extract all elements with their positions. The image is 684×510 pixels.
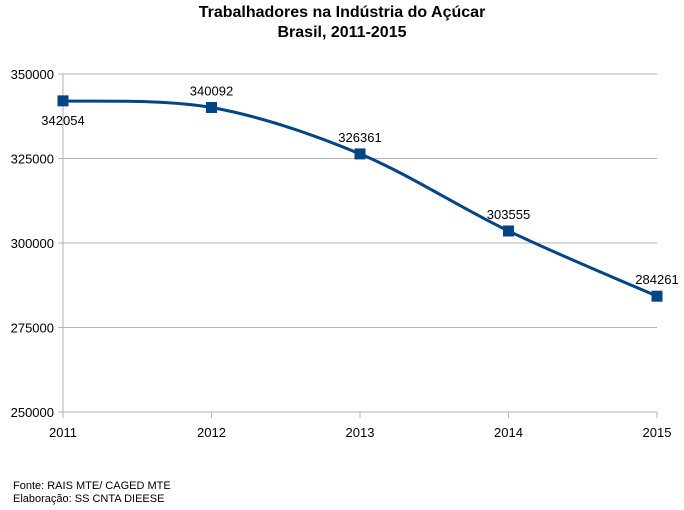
y-tick-label: 300000 [11,236,54,251]
axes [62,74,658,418]
data-label: 342054 [41,113,84,128]
data-label: 303555 [487,207,530,222]
labels-layer: 350000 325000 300000 275000 250000 2011 2012 20… [11,67,679,440]
x-tick-label: 2014 [494,425,523,440]
data-label: 284261 [635,272,678,287]
x-tick-label: 2013 [346,425,375,440]
data-label: 326361 [338,130,381,145]
y-tick-label: 275000 [11,321,54,336]
x-tick-label: 2011 [49,425,77,440]
data-point-marker [503,225,514,237]
y-tick-label: 325000 [11,152,54,167]
data-point-marker [57,95,69,107]
series-layer [57,95,663,302]
chart-title: Trabalhadores na Indústria do Açúcar [198,4,486,21]
chart-subtitle: Brasil, 2011-2015 [277,24,407,41]
grid-lines [58,73,657,413]
data-label: 340092 [190,83,233,98]
data-point-marker [651,290,663,302]
data-point-marker [354,148,366,160]
source-note: Fonte: RAIS MTE/ CAGED MTE [13,480,171,492]
y-tick-label: 350000 [11,67,54,82]
x-tick-label: 2012 [197,425,226,440]
credit-note: Elaboração: SS CNTA DIEESE [13,493,165,505]
x-tick-label: 2015 [643,425,672,440]
y-tick-label: 250000 [11,405,54,420]
data-point-marker [206,101,217,113]
